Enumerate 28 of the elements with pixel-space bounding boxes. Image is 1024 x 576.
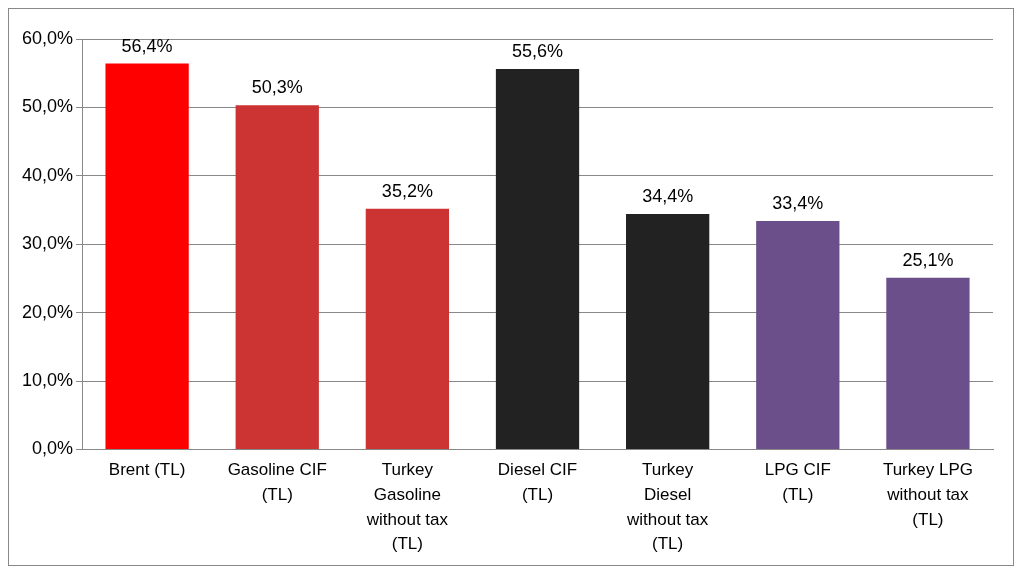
y-tick-label: 50,0% bbox=[21, 96, 74, 117]
y-tick-label: 10,0% bbox=[21, 369, 74, 390]
x-tick-label: Turkey Gasoline without tax (TL) bbox=[365, 460, 449, 554]
y-tick-label: 0,0% bbox=[32, 438, 74, 459]
y-tick-label: 40,0% bbox=[21, 164, 74, 185]
data-label: 25,1% bbox=[902, 249, 954, 270]
bar bbox=[495, 69, 580, 449]
y-tick-label: 60,0% bbox=[21, 27, 74, 48]
x-tick-label: Diesel CIF (TL) bbox=[497, 460, 578, 505]
data-label: 35,2% bbox=[381, 180, 433, 201]
bar bbox=[105, 63, 189, 449]
data-label: 55,6% bbox=[512, 41, 564, 62]
data-label: 34,4% bbox=[642, 186, 694, 207]
data-label: 50,3% bbox=[251, 77, 303, 98]
bar bbox=[365, 208, 450, 449]
x-tick-label: Gasoline CIF (TL) bbox=[227, 460, 327, 505]
bar bbox=[235, 105, 319, 449]
x-tick-label: Turkey Diesel without tax (TL) bbox=[626, 460, 709, 554]
bar bbox=[756, 220, 840, 449]
x-tick-label: Turkey LPG without tax (TL) bbox=[882, 460, 973, 529]
data-label: 33,4% bbox=[772, 192, 824, 213]
bar bbox=[886, 277, 970, 449]
y-tick-label: 20,0% bbox=[21, 301, 74, 322]
y-tick-label: 30,0% bbox=[21, 233, 74, 254]
data-label: 56,4% bbox=[121, 35, 173, 56]
x-tick-label: Brent (TL) bbox=[108, 460, 186, 480]
x-tick-label: LPG CIF (TL) bbox=[764, 460, 831, 505]
bar bbox=[626, 214, 710, 449]
